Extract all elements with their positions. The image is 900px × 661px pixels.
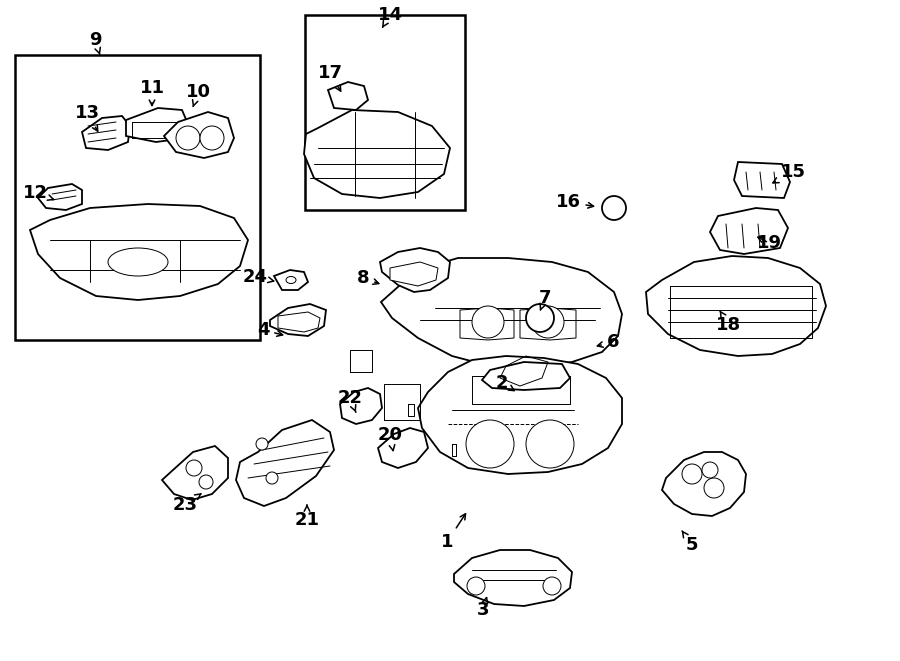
Text: 4: 4 (256, 321, 283, 339)
Text: 16: 16 (555, 193, 594, 211)
Circle shape (472, 306, 504, 338)
Polygon shape (30, 204, 248, 300)
Polygon shape (126, 108, 188, 142)
Text: 6: 6 (598, 333, 619, 351)
Circle shape (176, 126, 200, 150)
Text: 24: 24 (242, 268, 274, 286)
Polygon shape (378, 428, 428, 468)
Polygon shape (162, 446, 228, 500)
Text: 14: 14 (377, 6, 402, 27)
Text: 15: 15 (773, 163, 806, 183)
Polygon shape (328, 82, 368, 110)
Text: 11: 11 (140, 79, 165, 106)
Text: 20: 20 (377, 426, 402, 451)
Circle shape (702, 462, 718, 478)
Polygon shape (381, 258, 622, 368)
Circle shape (200, 126, 224, 150)
Text: 8: 8 (356, 269, 379, 287)
Polygon shape (662, 452, 746, 516)
Polygon shape (164, 112, 234, 158)
Circle shape (467, 577, 485, 595)
Circle shape (256, 438, 268, 450)
Circle shape (199, 475, 213, 489)
Polygon shape (646, 256, 826, 356)
Circle shape (532, 306, 564, 338)
Circle shape (466, 420, 514, 468)
Text: 18: 18 (716, 311, 742, 334)
Text: 21: 21 (294, 505, 320, 529)
Bar (15, 55, 260, 340)
Polygon shape (418, 356, 622, 474)
Circle shape (526, 420, 574, 468)
Circle shape (543, 577, 561, 595)
Text: 5: 5 (682, 531, 698, 554)
Circle shape (266, 472, 278, 484)
Polygon shape (278, 312, 320, 332)
Polygon shape (82, 116, 130, 150)
Bar (305, 15, 465, 210)
Circle shape (704, 478, 724, 498)
Text: 17: 17 (318, 64, 343, 91)
Polygon shape (460, 308, 514, 340)
Text: 12: 12 (22, 184, 54, 202)
Ellipse shape (286, 276, 296, 284)
Text: 22: 22 (338, 389, 363, 412)
Text: 9: 9 (89, 31, 101, 54)
Text: 19: 19 (757, 234, 781, 252)
Polygon shape (236, 420, 334, 506)
Polygon shape (304, 110, 450, 198)
Polygon shape (520, 308, 576, 340)
Circle shape (186, 460, 202, 476)
Circle shape (682, 464, 702, 484)
Text: 13: 13 (75, 104, 100, 131)
Ellipse shape (108, 248, 168, 276)
Text: 2: 2 (496, 374, 514, 392)
Circle shape (602, 196, 626, 220)
Text: 10: 10 (185, 83, 211, 106)
Polygon shape (710, 208, 788, 254)
Text: 3: 3 (477, 598, 490, 619)
Polygon shape (380, 248, 450, 292)
Polygon shape (734, 162, 790, 198)
Text: 7: 7 (539, 289, 551, 310)
Polygon shape (454, 550, 572, 606)
Circle shape (526, 304, 554, 332)
Polygon shape (340, 388, 382, 424)
Polygon shape (270, 304, 326, 336)
Polygon shape (482, 362, 570, 390)
Polygon shape (274, 270, 308, 290)
Text: 1: 1 (441, 514, 465, 551)
Polygon shape (390, 262, 438, 286)
Text: 23: 23 (173, 494, 201, 514)
Polygon shape (38, 184, 82, 210)
